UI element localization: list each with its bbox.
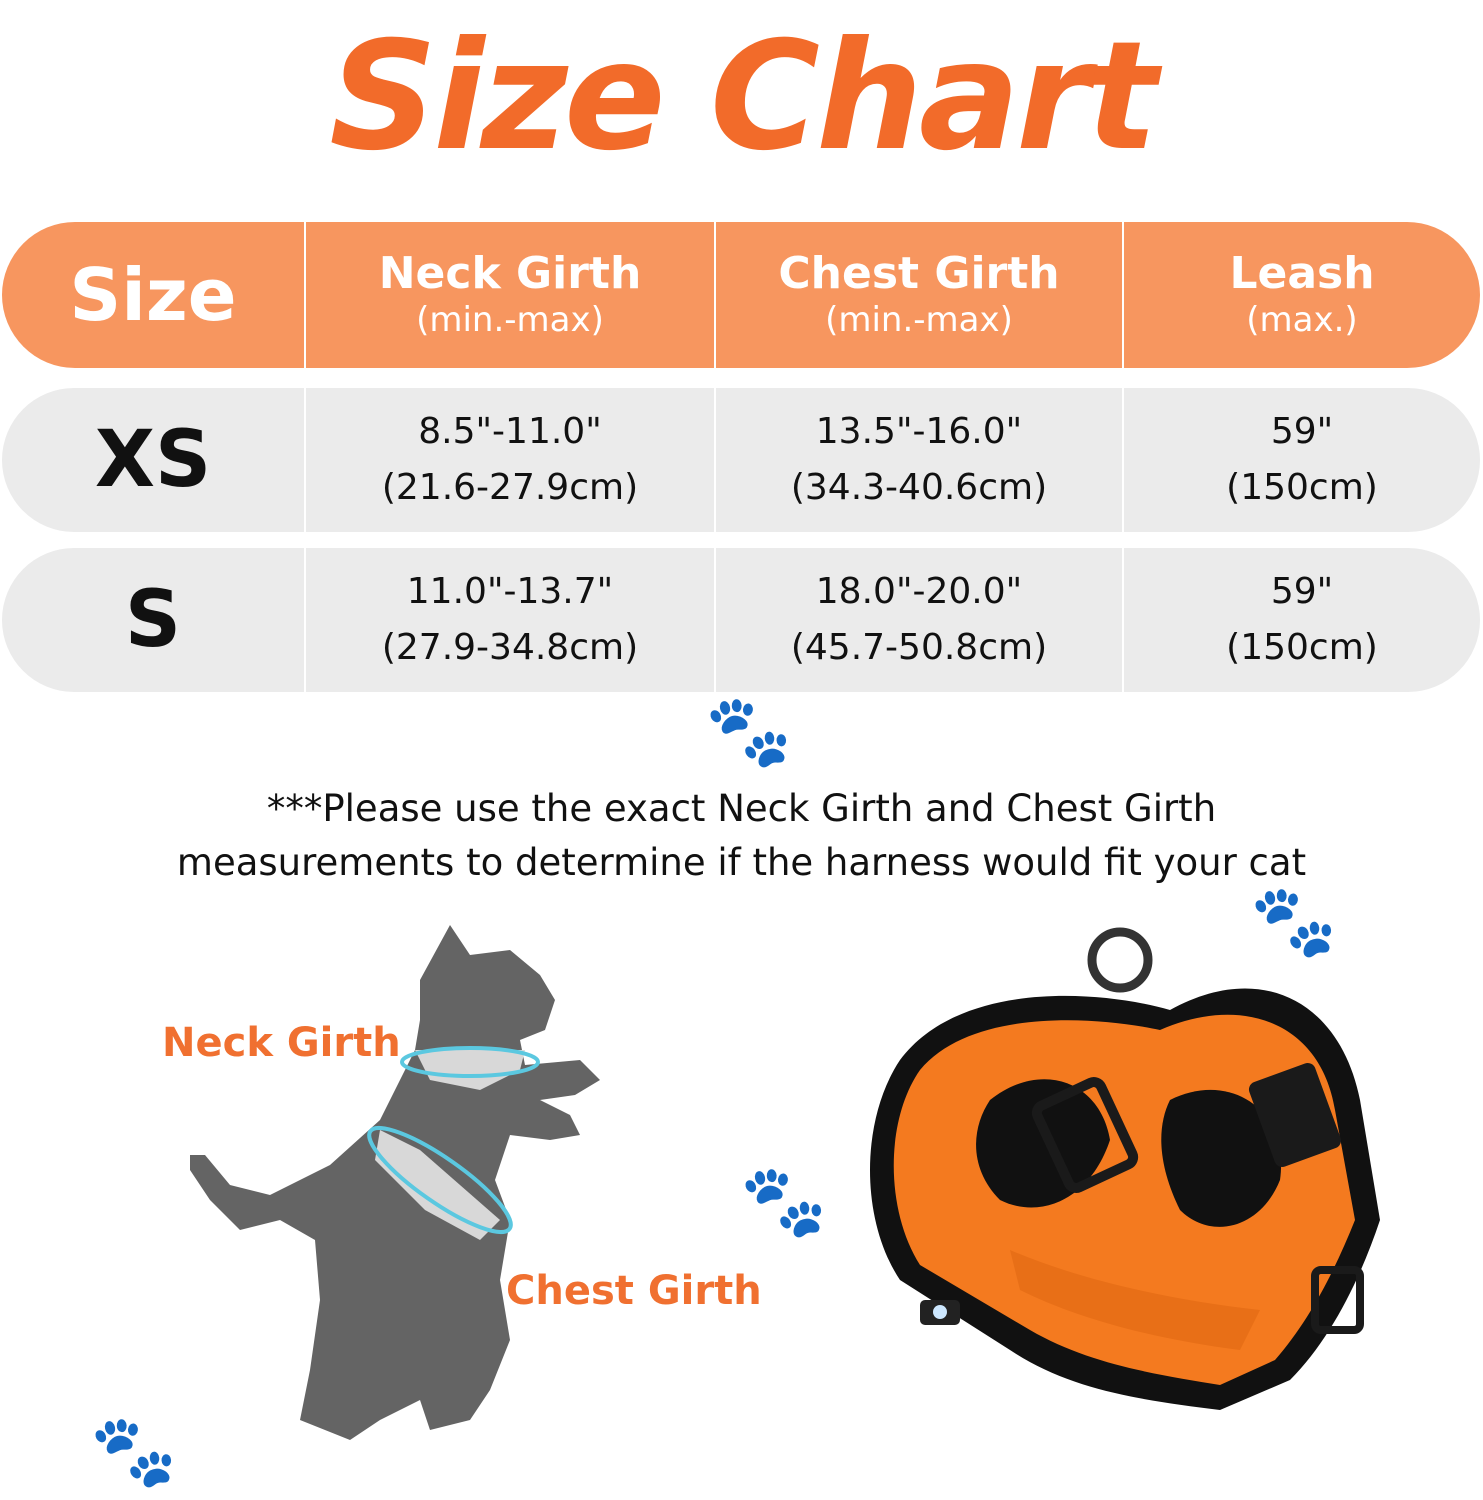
value-inch: 8.5"-11.0" <box>418 411 602 452</box>
value-cm: (150cm) <box>1226 627 1378 668</box>
table-row: XS 8.5"-11.0" (21.6-27.9cm) 13.5"-16.0" (3… <box>2 388 1480 532</box>
header-sublabel: (min.-max) <box>416 300 604 340</box>
neck-girth-label: Neck Girth <box>162 1020 401 1066</box>
note-line: ***Please use the exact Neck Girth and C… <box>266 787 1217 830</box>
leash-cell: 59" (150cm) <box>1124 388 1480 532</box>
chest-cell: 13.5"-16.0" (34.3-40.6cm) <box>716 388 1124 532</box>
value-cm: (34.3-40.6cm) <box>790 467 1048 508</box>
value-cm: (45.7-50.8cm) <box>790 627 1048 668</box>
fit-note: ***Please use the exact Neck Girth and C… <box>0 782 1483 890</box>
size-cell: S <box>2 548 306 692</box>
chest-cell: 18.0"-20.0" (45.7-50.8cm) <box>716 548 1124 692</box>
header-label: Leash <box>1229 248 1375 299</box>
neck-cell: 11.0"-13.7" (27.9-34.8cm) <box>306 548 716 692</box>
paw-icon: 🐾 <box>1250 880 1338 962</box>
value-cm: (27.9-34.8cm) <box>381 627 639 668</box>
note-line: measurements to determine if the harness… <box>176 841 1307 884</box>
chest-girth-label: Chest Girth <box>506 1268 762 1314</box>
neck-cell: 8.5"-11.0" (21.6-27.9cm) <box>306 388 716 532</box>
value-cm: (150cm) <box>1226 467 1378 508</box>
header-neck: Neck Girth (min.-max) <box>306 222 716 368</box>
table-row: S 11.0"-13.7" (27.9-34.8cm) 18.0"-20.0" (4… <box>2 548 1480 692</box>
paw-icon: 🐾 <box>740 1160 828 1242</box>
header-size: Size <box>2 222 306 368</box>
value-inch: 11.0"-13.7" <box>406 571 614 612</box>
header-sublabel: (min.-max) <box>825 300 1013 340</box>
leash-cell: 59" (150cm) <box>1124 548 1480 692</box>
size-label: S <box>124 575 182 665</box>
paw-icon: 🐾 <box>90 1410 178 1492</box>
size-label: XS <box>94 415 212 505</box>
header-sublabel: (max.) <box>1246 300 1358 340</box>
value-inch: 13.5"-16.0" <box>815 411 1023 452</box>
value-inch: 59" <box>1270 571 1334 612</box>
header-label: Neck Girth <box>378 248 642 299</box>
paw-icon: 🐾 <box>705 690 793 772</box>
page-title: Size Chart <box>329 10 1157 184</box>
size-cell: XS <box>2 388 306 532</box>
header-label: Chest Girth <box>778 248 1060 299</box>
value-inch: 18.0"-20.0" <box>815 571 1023 612</box>
header-chest: Chest Girth (min.-max) <box>716 222 1124 368</box>
header-label: Size <box>69 253 237 337</box>
table-header: Size Neck Girth (min.-max) Chest Girth (mi… <box>2 222 1480 368</box>
value-cm: (21.6-27.9cm) <box>381 467 639 508</box>
cat-silhouette-icon <box>190 925 600 1440</box>
harness-image <box>870 927 1380 1410</box>
value-inch: 59" <box>1270 411 1334 452</box>
header-leash: Leash (max.) <box>1124 222 1480 368</box>
